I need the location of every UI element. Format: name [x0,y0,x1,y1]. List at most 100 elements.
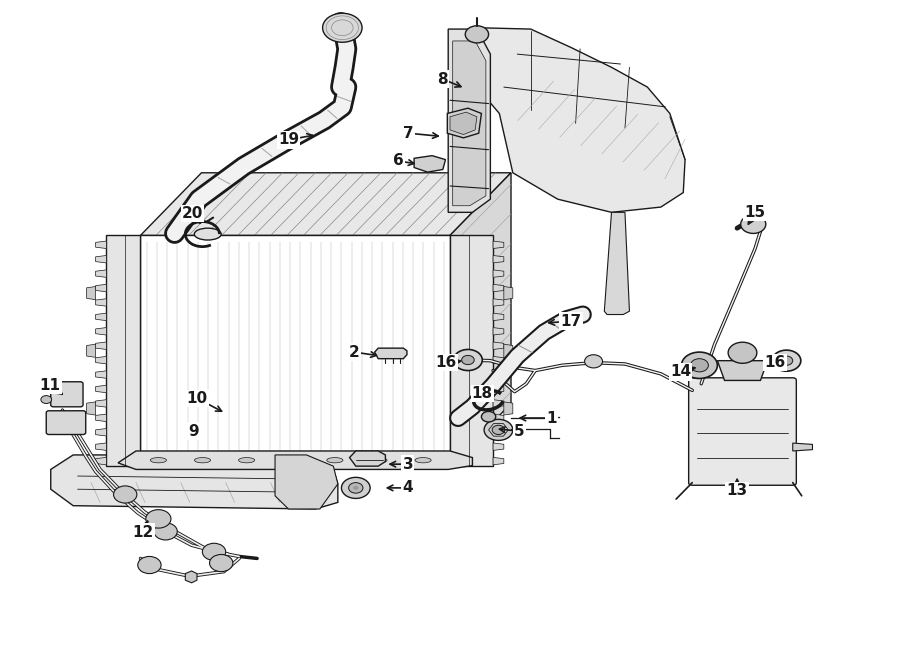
Polygon shape [493,414,504,422]
Text: 1: 1 [546,410,556,426]
Polygon shape [95,457,106,465]
Polygon shape [493,256,504,263]
Ellipse shape [371,457,387,463]
Text: 10: 10 [186,391,208,406]
Text: 18: 18 [472,386,493,401]
FancyBboxPatch shape [688,378,796,485]
Polygon shape [493,270,504,277]
Text: 16: 16 [764,355,786,370]
Polygon shape [493,299,504,307]
Polygon shape [717,361,768,381]
Circle shape [772,350,801,371]
Circle shape [138,557,161,573]
Polygon shape [275,455,338,509]
Text: 7: 7 [403,126,414,141]
Circle shape [492,425,505,434]
Circle shape [585,355,602,368]
Text: 5: 5 [514,424,525,439]
Circle shape [690,359,708,372]
Polygon shape [50,455,338,509]
Circle shape [154,523,177,540]
Circle shape [741,215,766,234]
Text: 9: 9 [188,424,199,439]
Polygon shape [95,443,106,450]
Polygon shape [493,328,504,335]
Circle shape [146,510,171,528]
Text: 19: 19 [278,132,299,148]
Circle shape [465,26,489,43]
Polygon shape [493,385,504,393]
Text: 3: 3 [402,457,413,471]
Circle shape [353,486,358,490]
Polygon shape [95,428,106,436]
Ellipse shape [415,457,431,463]
Circle shape [40,385,51,393]
Ellipse shape [327,457,343,463]
Text: 6: 6 [392,154,403,168]
Polygon shape [493,457,504,465]
Polygon shape [493,428,504,436]
Polygon shape [95,270,106,277]
Text: 2: 2 [348,345,359,359]
Polygon shape [349,451,385,466]
Polygon shape [493,400,504,407]
Polygon shape [493,342,504,350]
Polygon shape [793,443,813,451]
Polygon shape [140,236,450,466]
Polygon shape [414,156,446,172]
Circle shape [462,355,474,365]
Polygon shape [450,112,477,134]
Polygon shape [95,371,106,378]
Ellipse shape [194,457,211,463]
Polygon shape [95,299,106,307]
Circle shape [210,555,233,571]
Polygon shape [95,385,106,393]
Polygon shape [450,236,493,466]
Polygon shape [374,348,407,359]
Circle shape [348,483,363,493]
Text: 8: 8 [437,71,448,87]
Polygon shape [95,400,106,407]
Polygon shape [493,356,504,364]
Polygon shape [185,571,197,583]
Polygon shape [95,328,106,335]
Polygon shape [504,287,513,300]
Polygon shape [493,313,504,320]
Circle shape [681,352,717,379]
Polygon shape [95,284,106,292]
Polygon shape [448,29,490,213]
Polygon shape [477,28,685,213]
Polygon shape [118,451,472,469]
Text: 13: 13 [726,483,748,498]
Text: 20: 20 [182,206,203,221]
Ellipse shape [238,457,255,463]
Polygon shape [140,173,511,236]
Polygon shape [106,236,140,466]
Polygon shape [86,402,95,415]
Text: 17: 17 [561,314,581,328]
Polygon shape [493,284,504,292]
Circle shape [202,544,226,561]
Polygon shape [95,313,106,320]
Circle shape [728,342,757,363]
Text: 15: 15 [744,205,766,220]
Polygon shape [95,241,106,248]
Polygon shape [504,344,513,357]
Circle shape [482,411,496,422]
Circle shape [341,477,370,498]
Text: 11: 11 [40,377,60,393]
FancyBboxPatch shape [50,382,83,407]
Ellipse shape [150,457,166,463]
Text: 12: 12 [132,524,154,540]
Circle shape [454,350,482,371]
Polygon shape [493,443,504,450]
Text: 14: 14 [670,364,691,379]
Polygon shape [453,41,486,206]
Ellipse shape [194,228,221,240]
Polygon shape [95,414,106,422]
Polygon shape [86,344,95,357]
FancyBboxPatch shape [46,410,86,434]
Polygon shape [504,402,513,415]
Polygon shape [447,108,482,138]
Polygon shape [493,241,504,248]
